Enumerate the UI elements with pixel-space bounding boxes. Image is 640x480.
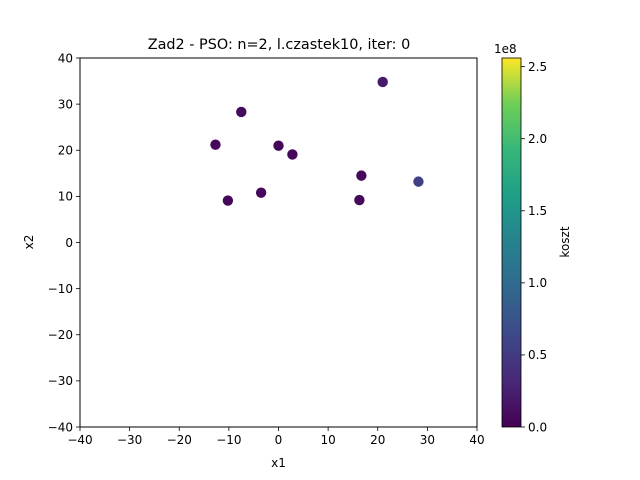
- chart-title: Zad2 - PSO: n=2, l.czastek10, iter: 0: [148, 37, 410, 53]
- colorbar-multiplier: 1e8: [494, 42, 517, 56]
- x-tick-label: 30: [420, 433, 435, 447]
- y-tick-label: 20: [58, 144, 73, 158]
- colorbar: [501, 57, 522, 428]
- x-tick-label: −30: [117, 433, 142, 447]
- scatter-point-6: [356, 170, 367, 181]
- colorbar-tick-label: 2.5: [528, 60, 547, 74]
- colorbar-ticks: 0.0 0.5 1.0 1.5 2.0 2.5: [521, 60, 547, 434]
- x-tick-label: −40: [67, 433, 92, 447]
- x-tick-label: −10: [216, 433, 241, 447]
- colorbar-tick-label: 0.5: [528, 348, 547, 362]
- x-axis-label: x1: [271, 456, 286, 470]
- plot-frame: [79, 57, 478, 428]
- colorbar-label: koszt: [558, 226, 572, 257]
- y-tick-label: 10: [58, 190, 73, 204]
- x-tick-label: 10: [320, 433, 335, 447]
- scatter-point-8: [255, 187, 267, 198]
- y-tick-label: 40: [58, 51, 73, 65]
- x-tick-label: 40: [469, 433, 484, 447]
- y-axis-label: x2: [22, 235, 36, 250]
- y-tick-label: −30: [48, 374, 73, 388]
- plot-area: [210, 76, 424, 206]
- scatter-point-1: [236, 106, 247, 118]
- x-tick-label: −20: [167, 433, 192, 447]
- scatter-point-5: [287, 149, 298, 160]
- scatter-point-9: [222, 195, 234, 206]
- y-axis-ticks: −40 −30 −20 −10 0 10 20 30 40: [48, 51, 80, 434]
- x-axis-ticks: −40 −30 −20 −10 0 10 20 30 40: [67, 427, 485, 447]
- y-tick-label: −10: [48, 282, 73, 296]
- scatter-point-2: [377, 76, 388, 88]
- scatter-point-3: [210, 139, 221, 150]
- colorbar-tick-label: 2.0: [528, 132, 547, 146]
- scatter-point-4: [273, 140, 284, 151]
- x-tick-label: 20: [370, 433, 385, 447]
- scatter-point-10: [354, 194, 365, 206]
- y-tick-label: −40: [48, 420, 73, 434]
- colorbar-tick-label: 1.0: [528, 276, 547, 290]
- colorbar-tick-label: 0.0: [528, 420, 547, 434]
- y-tick-label: 0: [65, 236, 73, 250]
- colorbar-tick-label: 1.5: [528, 204, 547, 218]
- y-tick-label: 30: [58, 97, 73, 111]
- x-tick-label: 0: [275, 433, 283, 447]
- scatter-point-7: [413, 176, 424, 187]
- y-tick-label: −20: [48, 328, 73, 342]
